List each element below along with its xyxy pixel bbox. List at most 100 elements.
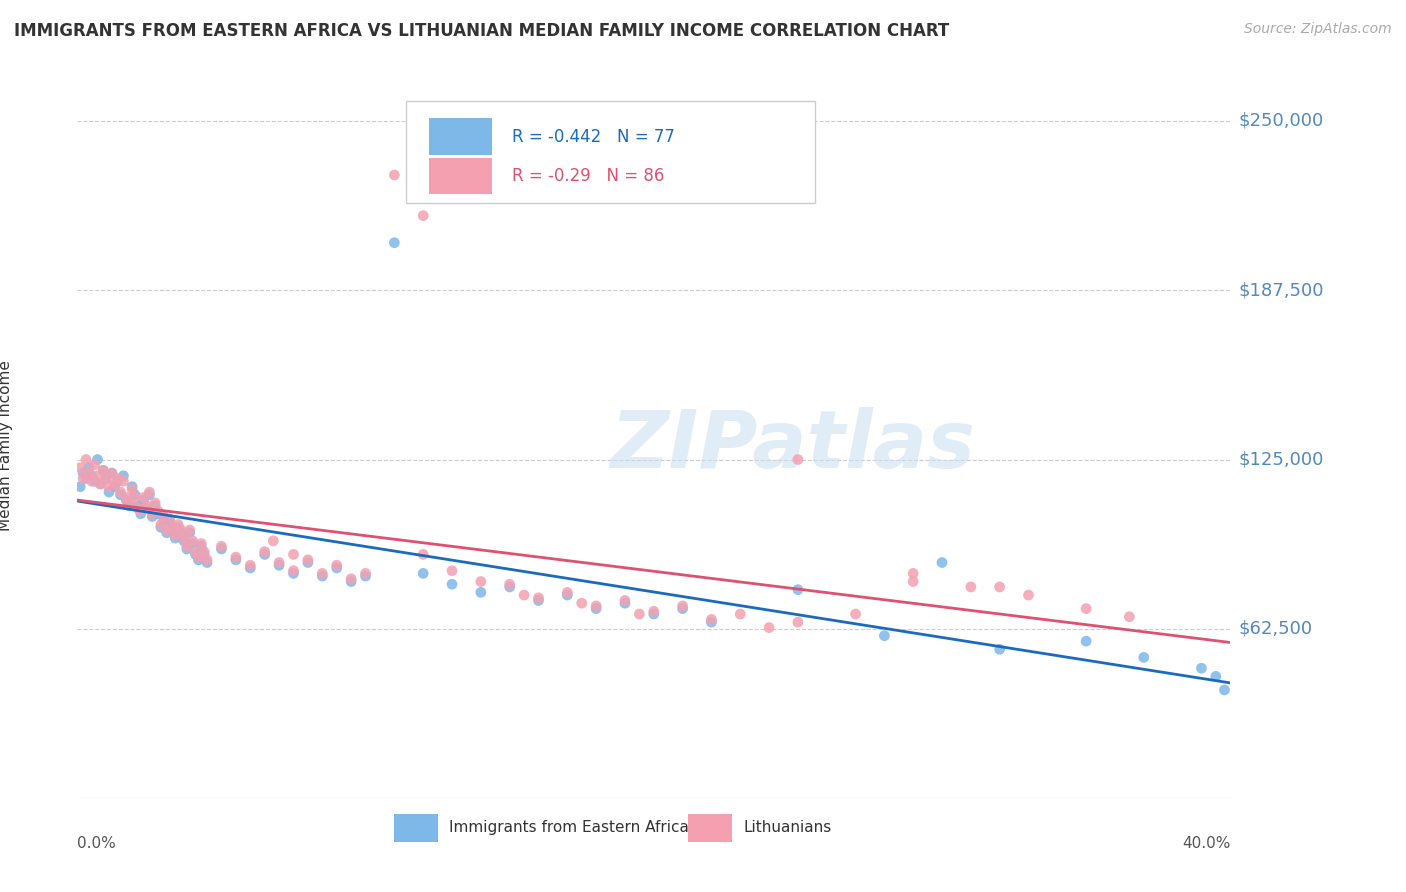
Point	[225, 553, 247, 567]
Point	[903, 566, 925, 581]
Text: 40.0%: 40.0%	[1182, 837, 1230, 851]
Point	[253, 544, 276, 558]
Point	[931, 556, 953, 570]
Point	[110, 485, 132, 500]
Point	[190, 536, 212, 550]
Point	[441, 577, 464, 591]
Point	[86, 468, 108, 483]
Point	[146, 507, 169, 521]
Point	[382, 168, 406, 182]
Point	[903, 574, 925, 589]
Point	[104, 477, 127, 491]
Point	[325, 558, 349, 573]
Point	[143, 496, 166, 510]
Point	[98, 480, 121, 494]
Point	[325, 561, 349, 575]
Point	[412, 566, 434, 581]
Point	[138, 485, 160, 500]
Point	[91, 463, 114, 477]
Text: $187,500: $187,500	[1239, 281, 1324, 299]
Text: ZIPatlas: ZIPatlas	[610, 407, 976, 485]
Point	[527, 593, 550, 607]
Point	[267, 556, 291, 570]
Point	[101, 466, 124, 480]
Bar	[689, 814, 733, 842]
Point	[845, 607, 868, 621]
Point	[1076, 634, 1098, 648]
Point	[441, 564, 464, 578]
Point	[121, 483, 143, 497]
Point	[700, 615, 723, 630]
Point	[873, 629, 896, 643]
Point	[132, 493, 155, 508]
Point	[132, 491, 155, 505]
Point	[988, 580, 1011, 594]
Point	[167, 520, 190, 534]
Point	[557, 585, 579, 599]
Point	[110, 488, 132, 502]
Point	[643, 604, 665, 618]
Point	[193, 548, 215, 562]
Point	[283, 566, 305, 581]
Point	[179, 523, 201, 537]
Point	[159, 515, 181, 529]
Point	[628, 607, 651, 621]
Point	[195, 553, 218, 567]
Point	[129, 507, 152, 521]
Point	[1205, 669, 1227, 683]
Point	[340, 572, 363, 586]
Point	[165, 528, 187, 542]
Point	[643, 607, 665, 621]
Point	[96, 471, 118, 485]
Point	[115, 493, 138, 508]
Point	[98, 485, 121, 500]
Text: $125,000: $125,000	[1239, 450, 1324, 468]
Point	[730, 607, 752, 621]
Point	[672, 601, 695, 615]
Point	[69, 480, 91, 494]
Point	[297, 553, 319, 567]
Point	[1213, 682, 1236, 697]
Point	[181, 533, 204, 548]
Point	[167, 517, 190, 532]
Point	[112, 468, 135, 483]
Point	[1133, 650, 1156, 665]
Point	[184, 548, 207, 562]
Point	[170, 525, 193, 540]
Point	[179, 525, 201, 540]
Point	[283, 564, 305, 578]
Point	[181, 536, 204, 550]
Point	[77, 460, 100, 475]
Point	[311, 566, 333, 581]
Point	[104, 480, 127, 494]
Point	[149, 517, 172, 532]
Point	[176, 541, 198, 556]
Point	[297, 556, 319, 570]
Text: Source: ZipAtlas.com: Source: ZipAtlas.com	[1244, 22, 1392, 37]
Point	[115, 491, 138, 505]
Point	[72, 466, 94, 480]
Point	[571, 596, 593, 610]
Point	[173, 531, 195, 545]
Point	[153, 512, 174, 526]
Point	[614, 593, 637, 607]
Point	[184, 544, 207, 558]
Point	[193, 544, 215, 558]
Text: IMMIGRANTS FROM EASTERN AFRICA VS LITHUANIAN MEDIAN FAMILY INCOME CORRELATION CH: IMMIGRANTS FROM EASTERN AFRICA VS LITHUA…	[14, 22, 949, 40]
Point	[165, 531, 187, 545]
Point	[672, 599, 695, 613]
Point	[121, 480, 143, 494]
Point	[1118, 609, 1140, 624]
Point	[118, 499, 141, 513]
Point	[239, 558, 262, 573]
Point	[141, 509, 163, 524]
Point	[101, 466, 124, 480]
Point	[195, 556, 218, 570]
Point	[1018, 588, 1040, 602]
Point	[614, 596, 637, 610]
Point	[146, 504, 169, 518]
Point	[412, 548, 434, 562]
Point	[988, 642, 1011, 657]
Point	[787, 452, 810, 467]
Text: R = -0.442   N = 77: R = -0.442 N = 77	[512, 128, 675, 145]
